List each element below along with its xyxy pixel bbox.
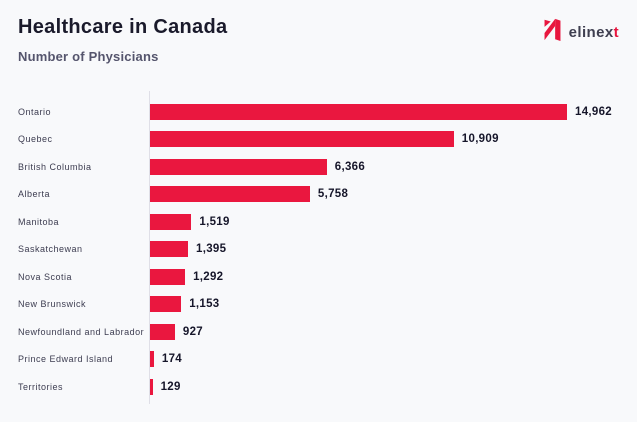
bar — [149, 186, 310, 203]
chart-row: Saskatchewan 1,395 — [18, 236, 637, 264]
value-label: 1,153 — [189, 298, 220, 311]
chart-row: Prince Edward Island 174 — [18, 346, 637, 374]
chart-row: British Columbia 6,366 — [18, 153, 637, 181]
value-label: 1,519 — [199, 215, 230, 228]
bar-area: 129 — [149, 373, 637, 401]
chart-rows: Ontario 14,962 Quebec 10,909 British Col… — [18, 98, 637, 401]
chart-row: New Brunswick 1,153 — [18, 291, 637, 319]
bar-area: 5,758 — [149, 181, 637, 209]
category-label: Nova Scotia — [18, 271, 73, 282]
bar — [149, 213, 192, 230]
bar-area: 14,962 — [149, 98, 637, 126]
bar — [149, 351, 154, 368]
bar-area: 927 — [149, 318, 637, 346]
category-label: Prince Edward Island — [18, 354, 114, 365]
bar — [149, 323, 175, 340]
header: Healthcare in Canada Number of Physician… — [0, 0, 637, 64]
bar-area: 1,395 — [149, 236, 637, 264]
bar — [149, 241, 188, 258]
category-label: Quebec — [18, 134, 53, 145]
bar-area: 174 — [149, 346, 637, 374]
chart-row: Territories 129 — [18, 373, 637, 401]
category-label: Ontario — [18, 106, 52, 117]
bar — [149, 296, 182, 313]
bar — [149, 158, 327, 175]
category-label: Saskatchewan — [18, 244, 83, 255]
category-label: British Columbia — [18, 161, 92, 172]
bar-area: 10,909 — [149, 126, 637, 154]
category-label: Alberta — [18, 189, 51, 200]
logo-accent-letter: t — [613, 23, 619, 41]
category-label: Manitoba — [18, 216, 60, 227]
category-label: Territories — [18, 381, 64, 392]
bar-area: 1,292 — [149, 263, 637, 291]
elinext-logo-text: elinext — [568, 23, 619, 41]
bar — [149, 131, 454, 148]
chart-row: Nova Scotia 1,292 — [18, 263, 637, 291]
bar-area: 1,153 — [149, 291, 637, 319]
chart-row: Ontario 14,962 — [18, 98, 637, 126]
value-label: 14,962 — [575, 105, 612, 118]
bar — [149, 103, 567, 120]
bar — [149, 378, 153, 395]
bar-area: 1,519 — [149, 208, 637, 236]
value-label: 927 — [182, 325, 203, 338]
elinext-logo: elinext — [543, 18, 619, 46]
y-axis-line — [149, 91, 150, 404]
value-label: 129 — [160, 380, 181, 393]
category-label: Newfoundland and Labrador — [18, 326, 145, 337]
bar-area: 6,366 — [149, 153, 637, 181]
value-label: 5,758 — [317, 188, 349, 201]
chart-row: Manitoba 1,519 — [18, 208, 637, 236]
category-label: New Brunswick — [18, 299, 87, 310]
bar-chart: Ontario 14,962 Quebec 10,909 British Col… — [0, 91, 637, 404]
chart-row: Newfoundland and Labrador 927 — [18, 318, 637, 346]
chart-row: Quebec 10,909 — [18, 126, 637, 154]
bar — [149, 268, 186, 285]
chart-row: Alberta 5,758 — [18, 181, 637, 209]
value-label: 10,909 — [461, 133, 499, 146]
chart-subtitle: Number of Physicians — [18, 49, 159, 64]
value-label: 6,366 — [334, 160, 366, 173]
page-title: Healthcare in Canada — [18, 16, 228, 38]
elinext-logo-mark-icon — [543, 18, 562, 46]
header-titles: Healthcare in Canada Number of Physician… — [18, 16, 227, 64]
value-label: 174 — [161, 353, 182, 366]
value-label: 1,292 — [193, 270, 224, 283]
value-label: 1,395 — [196, 243, 227, 256]
